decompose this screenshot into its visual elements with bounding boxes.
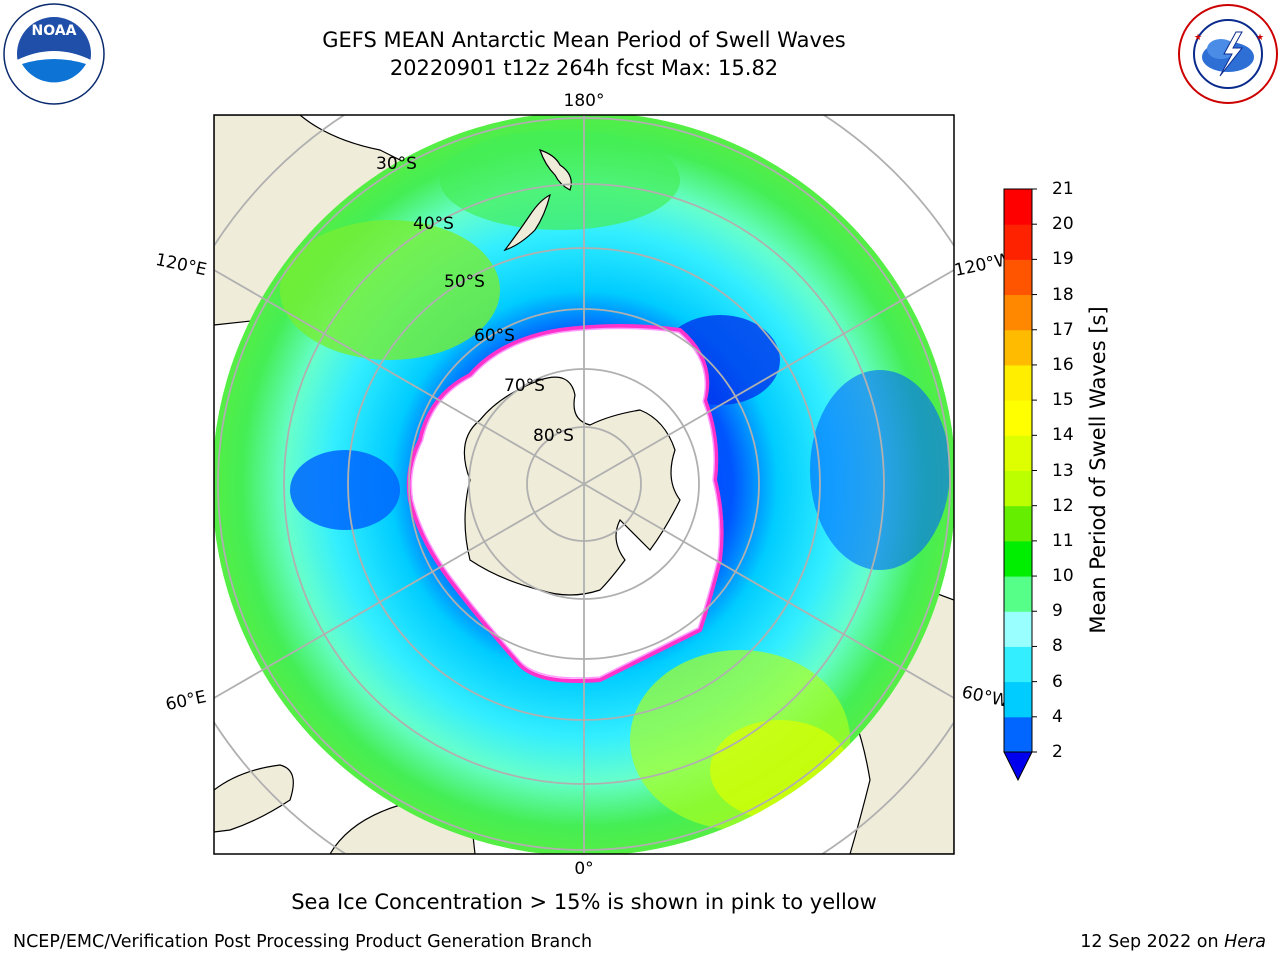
footer-host: Hera [1224, 932, 1266, 952]
lon-label-60w: 60°W [960, 682, 1010, 711]
noaa-logo: NOAA [3, 3, 105, 105]
svg-text:★: ★ [1194, 33, 1202, 43]
lat-label-50s: 50°S [444, 272, 485, 292]
new-zealand [503, 149, 572, 252]
colorbar-segment [1004, 646, 1032, 683]
lat-label-30s: 30°S [376, 154, 417, 174]
colorbar-tick-label: 17 [1052, 319, 1074, 340]
colorbar-tick-label: 15 [1052, 390, 1074, 411]
antarctica [463, 376, 681, 596]
colorbar-segment [1004, 294, 1032, 331]
lat-label-80s: 80°S [533, 426, 574, 446]
map-frame [213, 114, 955, 855]
footer-credit: NCEP/EMC/Verification Post Processing Pr… [13, 932, 593, 952]
colorbar-tick-label: 20 [1052, 214, 1074, 235]
lon-label-180: 180° [564, 91, 605, 111]
colorbar-tick-label: 19 [1052, 249, 1074, 270]
lat-label-40s: 40°S [413, 214, 454, 234]
colorbar-tick-label: 8 [1052, 636, 1063, 657]
colorbar-tick-label: 13 [1052, 460, 1074, 481]
colorbar-tick-label: 4 [1052, 706, 1063, 727]
colorbar-segment [1004, 364, 1032, 401]
colorbar-segment [1004, 576, 1032, 612]
colorbar-segment [1004, 716, 1032, 753]
colorbar-segment [1004, 224, 1032, 260]
nws-logo: ★ ★ [1178, 4, 1278, 104]
colorbar-segment [1004, 505, 1032, 542]
lat-label-70s: 70°S [504, 376, 545, 396]
colorbar-segment [1004, 540, 1032, 577]
lon-label-120e: 120°E [154, 250, 209, 280]
colorbar-label: Mean Period of Swell Waves [s] [1086, 306, 1110, 634]
lon-label-60e: 60°E [164, 687, 208, 715]
colorbar-tick-label: 16 [1052, 354, 1074, 375]
colorbar-tick-label: 21 [1052, 179, 1074, 199]
colorbar [1003, 188, 1037, 782]
colorbar-segment [1004, 189, 1032, 225]
colorbar-tick-label: 2 [1052, 742, 1063, 762]
colorbar-tick-label: 6 [1052, 671, 1063, 692]
chart-title: GEFS MEAN Antarctic Mean Period of Swell… [322, 28, 846, 52]
footer-date-text: 12 Sep 2022 on [1080, 932, 1225, 952]
graticule [214, 115, 954, 854]
colorbar-extend-arrow [1003, 751, 1033, 782]
colorbar-tick-label: 9 [1052, 601, 1063, 622]
colorbar-segment [1004, 259, 1032, 296]
colorbar-segment [1004, 435, 1032, 471]
colorbar-tick-label: 10 [1052, 566, 1074, 587]
colorbar-segment [1004, 400, 1032, 436]
colorbar-segment [1004, 611, 1032, 647]
colorbar-tick-label: 12 [1052, 495, 1074, 516]
colorbar-tick-label: 14 [1052, 425, 1074, 446]
noaa-logo-text: NOAA [32, 23, 77, 39]
sea-ice-note: Sea Ice Concentration > 15% is shown in … [291, 890, 877, 914]
lon-label-0: 0° [574, 859, 593, 879]
svg-text:★: ★ [1256, 33, 1264, 43]
chart-subtitle: 20220901 t12z 264h fcst Max: 15.82 [389, 56, 779, 80]
colorbar-tick-label: 11 [1052, 530, 1074, 551]
footer-date: 12 Sep 2022 on Hera [1080, 932, 1266, 952]
lat-label-60s: 60°S [474, 326, 515, 346]
colorbar-segment [1004, 329, 1032, 366]
colorbar-segment [1004, 681, 1032, 718]
colorbar-segment [1004, 470, 1032, 507]
colorbar-tick-label: 18 [1052, 284, 1074, 305]
